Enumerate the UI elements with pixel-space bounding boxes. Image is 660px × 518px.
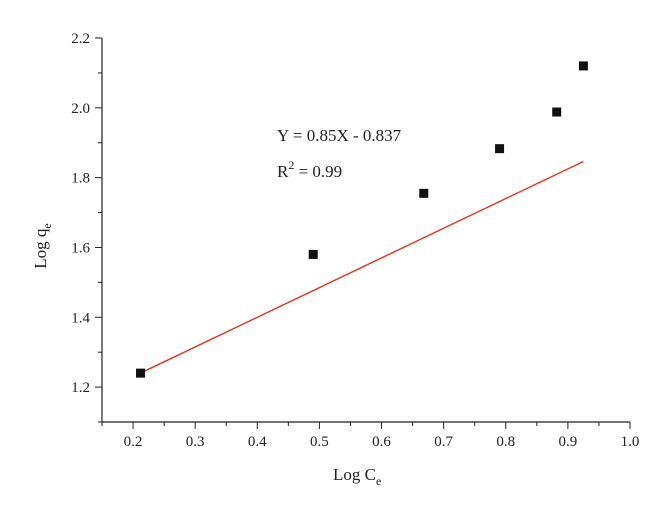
x-tick-label: 0.4 <box>248 434 267 450</box>
data-point <box>136 368 146 378</box>
data-point <box>419 188 429 198</box>
x-axis-title-subscript: e <box>376 474 381 488</box>
y-tick-label: 1.2 <box>71 380 90 396</box>
y-axis-title: Log qe <box>31 223 54 268</box>
r2-prefix: R <box>277 162 289 181</box>
data-point <box>495 144 505 154</box>
y-tick-label: 1.8 <box>71 171 90 187</box>
fit-line <box>140 160 584 374</box>
r2-superscript: 2 <box>288 158 294 172</box>
r2-suffix: = 0.99 <box>294 162 342 181</box>
axes <box>101 38 630 423</box>
data-point <box>578 61 588 71</box>
y-axis-title-main: Log q <box>31 228 50 269</box>
tick-marks <box>95 37 631 429</box>
y-tick-label: 1.6 <box>71 240 90 256</box>
x-axis-title: Log Ce <box>333 465 381 488</box>
y-tick-label: 2.0 <box>71 101 90 117</box>
x-tick-label: 0.6 <box>372 434 391 450</box>
data-point <box>552 107 562 117</box>
x-tick-label: 0.5 <box>310 434 329 450</box>
data-point <box>308 249 318 259</box>
x-tick-label: 0.9 <box>559 434 578 450</box>
x-tick-label: 0.2 <box>124 434 143 450</box>
x-tick-label: 0.7 <box>434 434 453 450</box>
tick-labels: 0.2 0.3 0.4 0.5 0.6 0.7 0.8 0.9 1.0 1.2 1.4 1.6 1.8 2… <box>71 31 639 450</box>
data-points <box>136 61 588 378</box>
x-axis-title-main: Log C <box>333 465 376 484</box>
x-tick-label: 1.0 <box>621 434 640 450</box>
x-tick-label: 0.8 <box>496 434 515 450</box>
y-tick-label: 1.4 <box>71 310 90 326</box>
r2-label: R2 = 0.99 <box>277 158 342 181</box>
equation-label: Y = 0.85X - 0.837 <box>277 126 402 145</box>
y-tick-label: 2.2 <box>71 31 90 47</box>
x-tick-label: 0.3 <box>186 434 205 450</box>
y-axis-title-subscript: e <box>40 223 54 228</box>
